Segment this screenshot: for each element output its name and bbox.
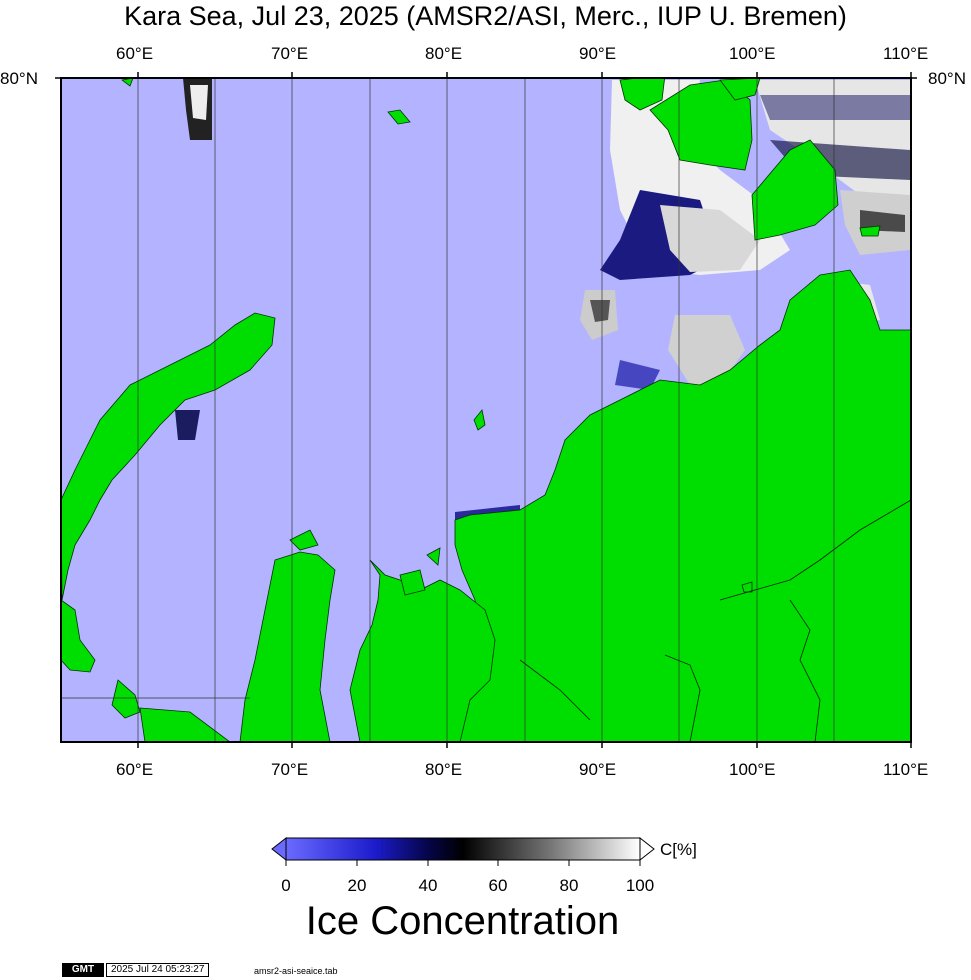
novaya-zemlya: [61, 312, 276, 601]
colorbar-unit: C[%]: [660, 840, 697, 859]
map-title: Kara Sea, Jul 23, 2025 (AMSR2/ASI, Merc.…: [124, 1, 847, 31]
lon-label-bottom-100: 100°E: [729, 760, 776, 779]
lon-label-top-60: 60°E: [116, 44, 154, 63]
map-frame: [60, 77, 912, 743]
timestamp: 2025 Jul 24 05:23:27: [106, 963, 210, 977]
lon-label-bottom-70: 70°E: [271, 760, 309, 779]
filename: amsr2-asi-seaice.tab: [254, 966, 338, 976]
lon-label-top-90: 90°E: [579, 44, 617, 63]
lon-label-bottom-90: 90°E: [579, 760, 617, 779]
colorbar-tick-20: 20: [347, 876, 367, 895]
land-borders: [519, 499, 911, 742]
colorbar-title: Ice Concentration: [305, 899, 620, 943]
lon-label-bottom-60: 60°E: [116, 760, 154, 779]
vaygach-area: [111, 679, 141, 719]
lat-label-left-80: 80°N: [0, 69, 38, 88]
colorbar-tick-80: 80: [559, 876, 579, 895]
lon-label-top-110: 110°E: [883, 44, 929, 63]
yamal-peninsula: [239, 551, 336, 742]
lon-label-top-100: 100°E: [729, 44, 776, 63]
lon-label-bottom-80: 80°E: [425, 760, 463, 779]
lon-label-top-80: 80°E: [425, 44, 463, 63]
graticule: [61, 78, 835, 742]
colorbar-tick-60: 60: [488, 876, 508, 895]
severnaya-zemlya: [619, 78, 666, 111]
frame-ticks: [55, 72, 917, 748]
lat-label-right-80: 80°N: [928, 69, 966, 88]
colorbar-tick-100: 100: [625, 876, 655, 895]
colorbar-tick-0: 0: [281, 876, 291, 895]
lon-label-bottom-110: 110°E: [883, 760, 929, 779]
colorbar: [271, 836, 655, 866]
gmt-logo: GMT: [62, 963, 104, 977]
colorbar-tick-40: 40: [418, 876, 438, 895]
land-masses: [61, 78, 911, 742]
lon-label-top-70: 70°E: [271, 44, 309, 63]
